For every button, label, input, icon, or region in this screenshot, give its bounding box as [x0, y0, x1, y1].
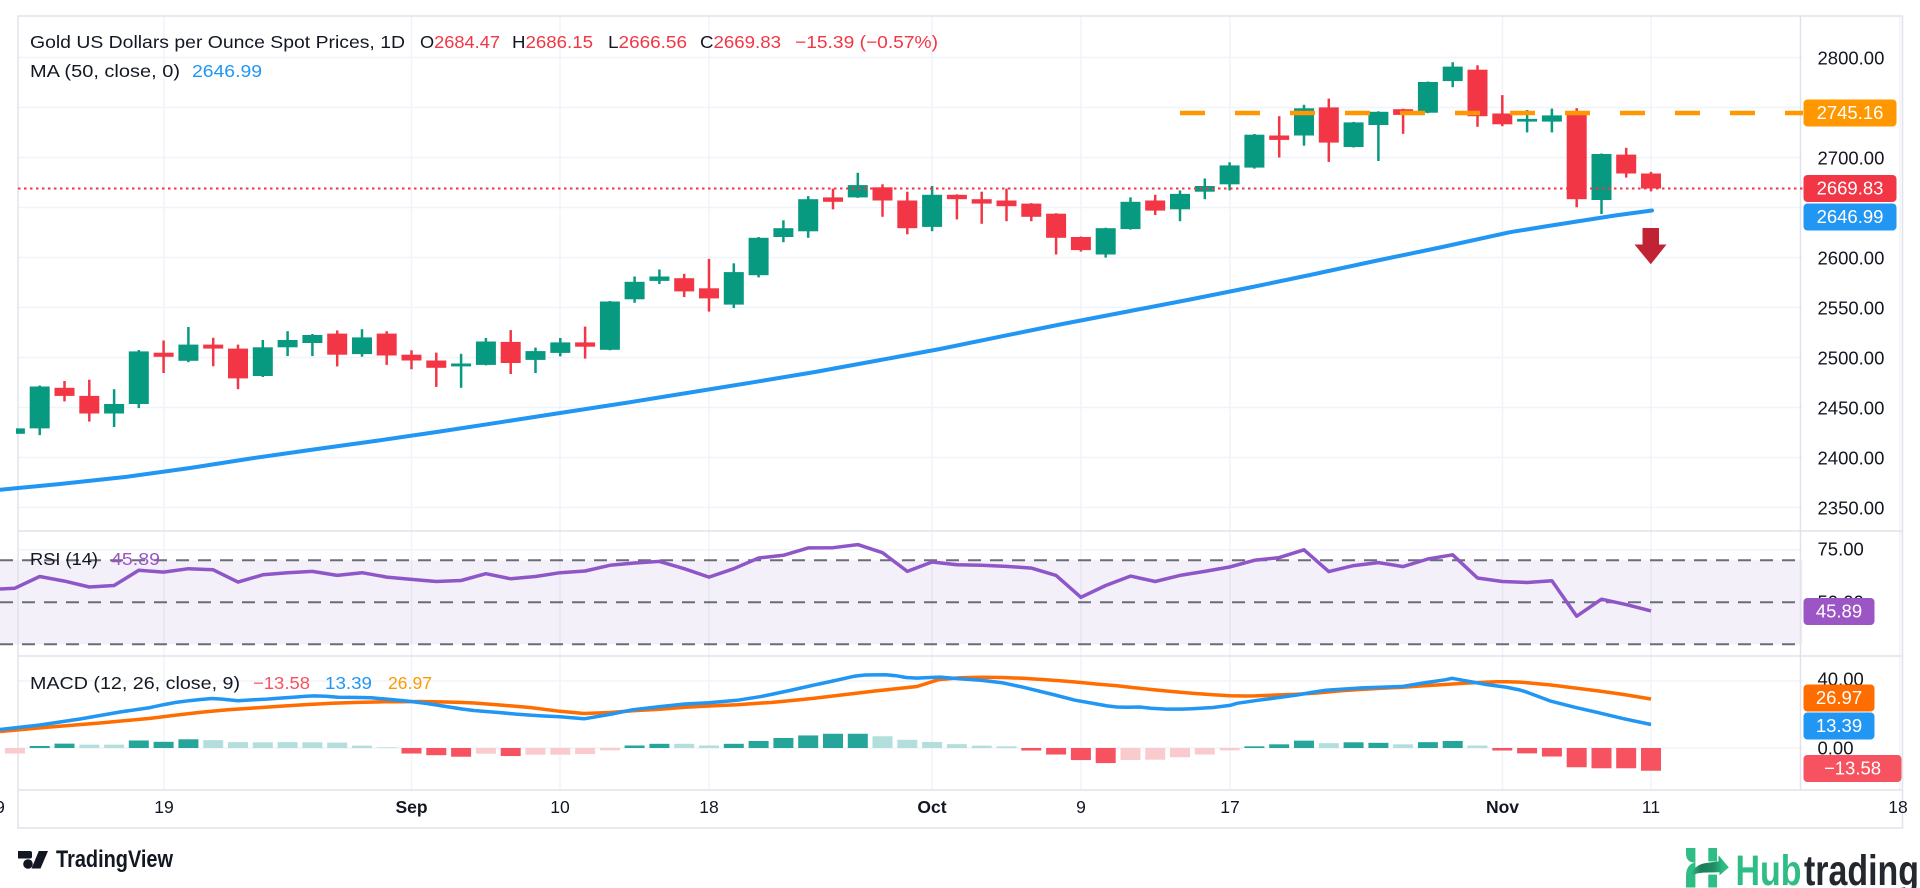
svg-text:−13.58: −13.58 — [1824, 758, 1881, 779]
svg-text:Hub: Hub — [1736, 847, 1802, 888]
svg-text:13.39: 13.39 — [325, 673, 372, 693]
svg-text:2646.99: 2646.99 — [192, 61, 262, 81]
svg-text:9: 9 — [0, 797, 5, 817]
svg-text:2450.00: 2450.00 — [1818, 398, 1885, 419]
svg-text:Nov: Nov — [1486, 797, 1519, 817]
svg-text:−13.58: −13.58 — [253, 673, 310, 693]
svg-text:2400.00: 2400.00 — [1818, 448, 1885, 469]
svg-text:26.97: 26.97 — [388, 673, 432, 693]
svg-text:11: 11 — [1642, 797, 1660, 817]
svg-text:MACD (12, 26, close, 9): MACD (12, 26, close, 9) — [30, 673, 240, 693]
svg-text:2800.00: 2800.00 — [1818, 48, 1885, 69]
svg-text:40.00: 40.00 — [1818, 669, 1864, 690]
svg-text:2745.16: 2745.16 — [1817, 102, 1884, 123]
svg-text:45.89: 45.89 — [111, 549, 160, 569]
svg-text:2600.00: 2600.00 — [1818, 248, 1885, 269]
svg-text:RSI (14): RSI (14) — [30, 549, 98, 569]
svg-text:0.00: 0.00 — [1818, 738, 1854, 759]
svg-text:10: 10 — [550, 797, 570, 817]
svg-text:2550.00: 2550.00 — [1818, 298, 1885, 319]
svg-text:19: 19 — [154, 797, 173, 817]
svg-text:trading: trading — [1804, 847, 1919, 888]
svg-text:2500.00: 2500.00 — [1818, 348, 1885, 369]
svg-text:Sep: Sep — [395, 797, 427, 817]
svg-text:18: 18 — [699, 797, 718, 817]
svg-text:−15.39 (−0.57%): −15.39 (−0.57%) — [795, 32, 938, 52]
svg-text:MA (50, close, 0): MA (50, close, 0) — [30, 61, 180, 81]
svg-text:H2686.15: H2686.15 — [512, 32, 593, 52]
svg-text:Oct: Oct — [917, 797, 946, 817]
svg-text:C2669.83: C2669.83 — [700, 32, 781, 52]
svg-text:17: 17 — [1220, 797, 1239, 817]
svg-text:75.00: 75.00 — [1818, 539, 1864, 560]
svg-text:TradingView: TradingView — [56, 846, 173, 873]
svg-text:L2666.56: L2666.56 — [608, 32, 687, 52]
svg-text:18: 18 — [1888, 797, 1907, 817]
svg-text:9: 9 — [1076, 797, 1086, 817]
svg-text:O2684.47: O2684.47 — [420, 32, 500, 52]
svg-text:2700.00: 2700.00 — [1818, 148, 1885, 169]
svg-text:26.97: 26.97 — [1816, 687, 1862, 708]
svg-text:2350.00: 2350.00 — [1818, 498, 1885, 519]
svg-text:13.39: 13.39 — [1816, 715, 1862, 736]
svg-text:2669.83: 2669.83 — [1817, 178, 1884, 199]
svg-text:45.89: 45.89 — [1816, 601, 1862, 622]
svg-text:2646.99: 2646.99 — [1817, 206, 1884, 227]
svg-text:Gold US Dollars per Ounce Spot: Gold US Dollars per Ounce Spot Prices, 1… — [30, 32, 405, 52]
